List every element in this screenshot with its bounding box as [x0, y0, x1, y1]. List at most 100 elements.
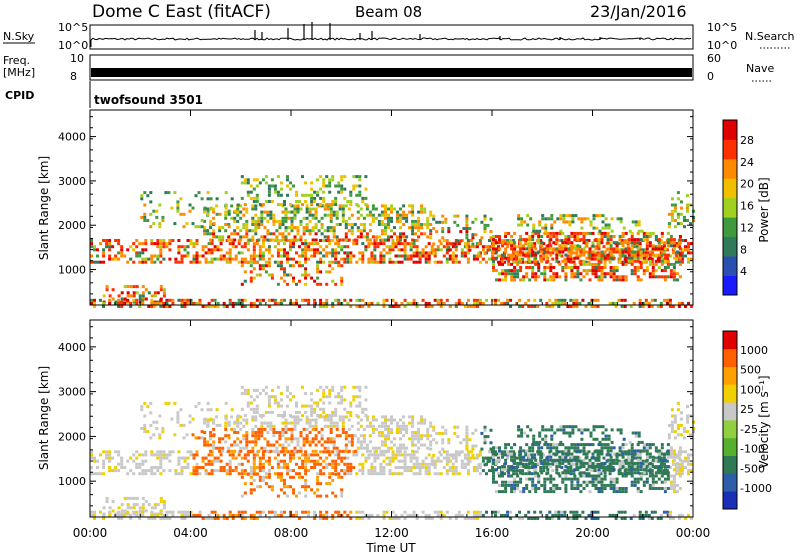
velocity-cell	[323, 418, 327, 422]
velocity-cell	[406, 453, 410, 457]
velocity-cell	[650, 469, 654, 473]
power-cell	[233, 232, 237, 236]
power-cell	[245, 229, 249, 233]
velocity-cell	[429, 443, 433, 447]
velocity-cell	[462, 438, 466, 442]
velocity-cell	[584, 472, 588, 476]
power-cell	[344, 223, 348, 226]
velocity-cell	[276, 466, 280, 469]
velocity-cell	[349, 469, 353, 473]
velocity-cell	[510, 446, 514, 450]
velocity-cell	[254, 443, 258, 447]
velocity-cell	[355, 395, 359, 399]
velocity-cell	[252, 462, 256, 466]
power-cell	[603, 262, 607, 266]
power-cell	[573, 231, 577, 235]
power-cell	[102, 305, 106, 308]
velocity-cell	[320, 437, 324, 441]
velocity-cell	[512, 469, 516, 473]
velocity-cell	[255, 407, 259, 411]
power-cell	[402, 210, 406, 214]
velocity-cell	[322, 401, 326, 405]
power-cell	[525, 238, 529, 242]
velocity-cell	[583, 428, 587, 432]
power-cell	[382, 305, 386, 308]
power-cell	[346, 260, 350, 264]
velocity-cell	[243, 469, 247, 473]
velocity-cell	[279, 398, 283, 402]
velocity-cell	[341, 427, 345, 431]
power-cell	[663, 278, 667, 282]
velocity-cell	[276, 453, 280, 457]
velocity-cell	[188, 420, 192, 424]
power-cell	[222, 305, 226, 308]
power-cell	[237, 251, 241, 255]
power-cell	[252, 187, 256, 191]
power-cell	[349, 200, 353, 203]
power-cell	[430, 245, 434, 249]
velocity-cell	[651, 477, 655, 481]
power-cell	[141, 260, 145, 264]
velocity-cell	[296, 443, 300, 447]
velocity-cell	[549, 487, 553, 490]
velocity-cell	[251, 446, 255, 450]
power-cell	[240, 181, 244, 185]
power-cell	[245, 207, 249, 211]
power-cell	[609, 235, 613, 238]
power-cell	[516, 269, 520, 273]
velocity-cell	[579, 474, 583, 478]
power-cell	[255, 200, 259, 203]
power-cell	[537, 238, 541, 242]
velocity-cell	[539, 466, 543, 469]
power-cell	[680, 260, 684, 264]
velocity-cell	[384, 427, 387, 431]
power-cell	[141, 257, 145, 261]
power-cell	[301, 175, 304, 179]
velocity-cell	[621, 490, 625, 494]
power-cell	[263, 235, 267, 239]
velocity-cell	[304, 494, 308, 498]
velocity-cell	[637, 431, 641, 435]
power-cell	[528, 278, 532, 282]
power-cell	[539, 254, 543, 258]
velocity-cell	[382, 469, 386, 473]
velocity-cell	[447, 460, 451, 464]
power-cell	[165, 298, 169, 302]
power-cell	[454, 260, 458, 264]
velocity-cell	[608, 453, 612, 457]
power-cell	[603, 231, 607, 235]
velocity-cell	[426, 437, 430, 441]
power-cell	[358, 175, 362, 179]
power-cell	[272, 238, 276, 242]
velocity-cell	[379, 466, 383, 469]
velocity-cell	[596, 462, 600, 466]
velocity-cell	[391, 456, 395, 460]
velocity-cell	[537, 487, 541, 490]
power-cell	[680, 257, 684, 261]
power-cell	[507, 231, 511, 235]
power-cell	[463, 251, 467, 255]
power-cell	[670, 215, 674, 219]
power-cell	[284, 213, 288, 217]
power-cell	[276, 251, 280, 255]
power-cell	[149, 191, 153, 195]
power-cell	[267, 251, 271, 255]
power-cell	[353, 238, 357, 242]
velocity-cell	[239, 446, 243, 450]
power-cell	[543, 275, 547, 279]
power-cell	[90, 239, 93, 242]
power-cell	[690, 257, 693, 261]
power-cell	[420, 207, 424, 211]
velocity-cell	[504, 461, 508, 465]
power-cell	[93, 260, 96, 264]
power-cell	[215, 204, 219, 208]
power-cell	[346, 245, 350, 249]
velocity-cell	[304, 482, 308, 486]
power-cell	[135, 239, 139, 242]
velocity-cell	[377, 446, 381, 450]
velocity-cell	[503, 466, 507, 469]
power-cell	[273, 190, 277, 194]
power-cell	[636, 231, 640, 235]
power-cell	[251, 207, 255, 211]
power-cell	[168, 298, 172, 302]
